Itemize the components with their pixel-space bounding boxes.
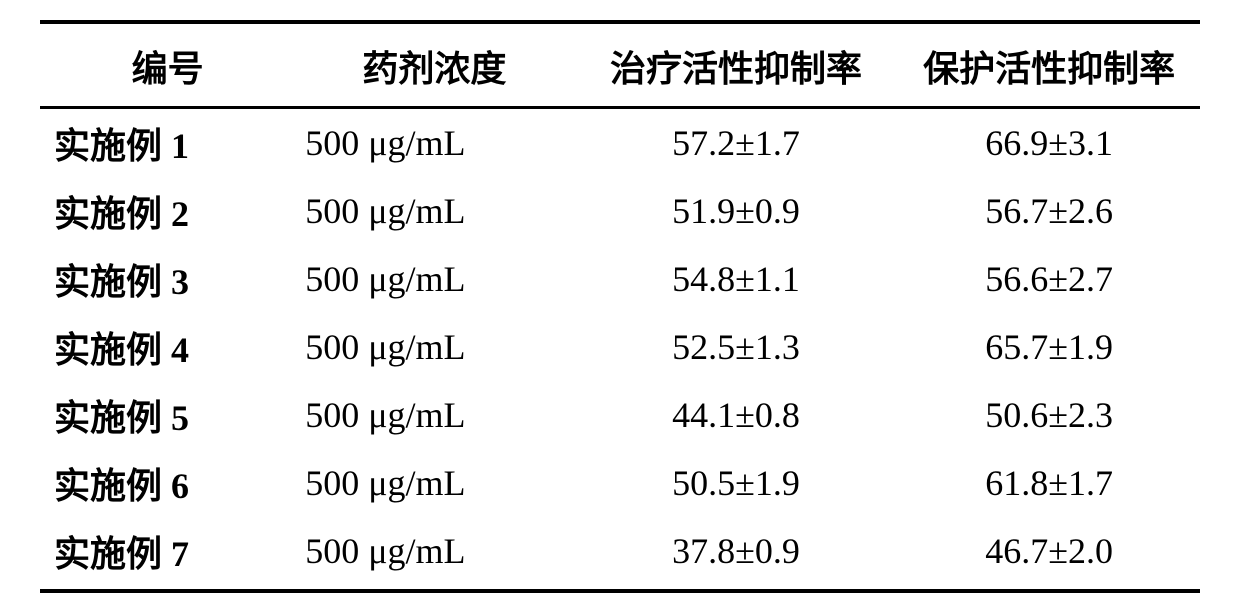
cell-conc: 500 μg/mL bbox=[295, 313, 573, 381]
col-header-prot: 保护活性抑制率 bbox=[898, 22, 1200, 108]
table-row: 实施例 4 500 μg/mL 52.5±1.3 65.7±1.9 bbox=[40, 313, 1200, 381]
table-row: 实施例 1 500 μg/mL 57.2±1.7 66.9±3.1 bbox=[40, 108, 1200, 178]
table-row: 实施例 5 500 μg/mL 44.1±0.8 50.6±2.3 bbox=[40, 381, 1200, 449]
table-row: 实施例 6 500 μg/mL 50.5±1.9 61.8±1.7 bbox=[40, 449, 1200, 517]
cell-prot: 50.6±2.3 bbox=[898, 381, 1200, 449]
cell-ther: 44.1±0.8 bbox=[574, 381, 899, 449]
cell-ther: 57.2±1.7 bbox=[574, 108, 899, 178]
cell-id: 实施例 7 bbox=[40, 517, 295, 591]
cell-conc: 500 μg/mL bbox=[295, 245, 573, 313]
col-header-id: 编号 bbox=[40, 22, 295, 108]
cell-id: 实施例 2 bbox=[40, 177, 295, 245]
cell-ther: 50.5±1.9 bbox=[574, 449, 899, 517]
cell-ther: 54.8±1.1 bbox=[574, 245, 899, 313]
cell-prot: 46.7±2.0 bbox=[898, 517, 1200, 591]
results-table: 编号 药剂浓度 治疗活性抑制率 保护活性抑制率 实施例 1 500 μg/mL … bbox=[40, 20, 1200, 593]
cell-conc: 500 μg/mL bbox=[295, 517, 573, 591]
cell-prot: 65.7±1.9 bbox=[898, 313, 1200, 381]
cell-conc: 500 μg/mL bbox=[295, 177, 573, 245]
cell-prot: 66.9±3.1 bbox=[898, 108, 1200, 178]
cell-prot: 61.8±1.7 bbox=[898, 449, 1200, 517]
cell-id: 实施例 1 bbox=[40, 108, 295, 178]
cell-conc: 500 μg/mL bbox=[295, 381, 573, 449]
cell-prot: 56.7±2.6 bbox=[898, 177, 1200, 245]
cell-id: 实施例 6 bbox=[40, 449, 295, 517]
cell-id: 实施例 5 bbox=[40, 381, 295, 449]
col-header-ther: 治疗活性抑制率 bbox=[574, 22, 899, 108]
table-row: 实施例 2 500 μg/mL 51.9±0.9 56.7±2.6 bbox=[40, 177, 1200, 245]
table-header-row: 编号 药剂浓度 治疗活性抑制率 保护活性抑制率 bbox=[40, 22, 1200, 108]
cell-ther: 52.5±1.3 bbox=[574, 313, 899, 381]
cell-id: 实施例 4 bbox=[40, 313, 295, 381]
page: 编号 药剂浓度 治疗活性抑制率 保护活性抑制率 实施例 1 500 μg/mL … bbox=[0, 0, 1240, 522]
cell-prot: 56.6±2.7 bbox=[898, 245, 1200, 313]
cell-ther: 51.9±0.9 bbox=[574, 177, 899, 245]
col-header-conc: 药剂浓度 bbox=[295, 22, 573, 108]
cell-conc: 500 μg/mL bbox=[295, 449, 573, 517]
cell-ther: 37.8±0.9 bbox=[574, 517, 899, 591]
table-row: 实施例 7 500 μg/mL 37.8±0.9 46.7±2.0 bbox=[40, 517, 1200, 591]
cell-id: 实施例 3 bbox=[40, 245, 295, 313]
table-row: 实施例 3 500 μg/mL 54.8±1.1 56.6±2.7 bbox=[40, 245, 1200, 313]
cell-conc: 500 μg/mL bbox=[295, 108, 573, 178]
